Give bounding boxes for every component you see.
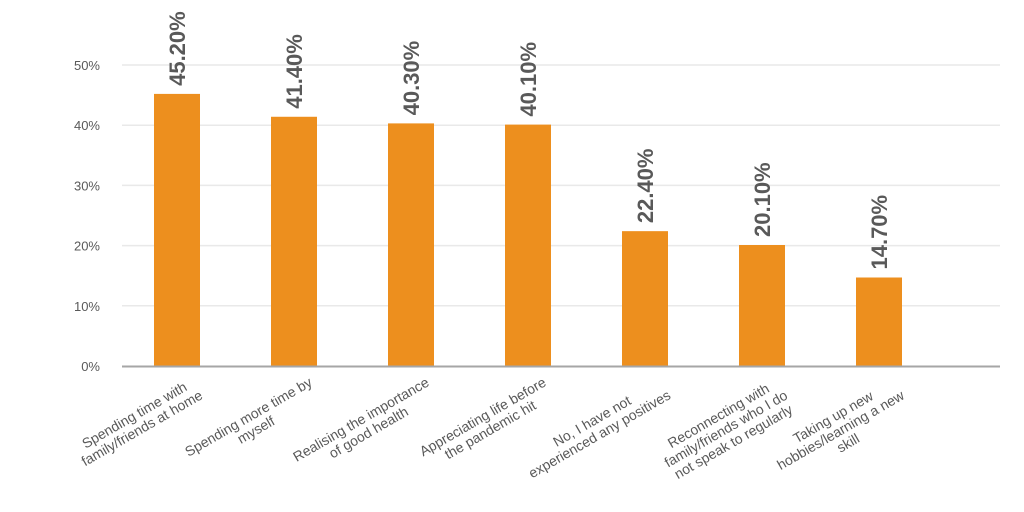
category-label: Reconnecting withfamily/friends who I do…: [654, 374, 798, 484]
y-tick-label: 30%: [74, 178, 100, 193]
bar: [739, 244, 785, 366]
data-label: 22.40%: [633, 149, 658, 224]
bar: [856, 277, 902, 366]
data-label: 41.40%: [282, 34, 307, 109]
data-labels: 45.20% 41.40% 40.30% 40.10% 22.40% 20.10% 14.7…: [165, 11, 892, 269]
y-axis-tick-labels: 0% 10% 20% 30% 40% 50%: [74, 58, 100, 374]
bar: [271, 116, 317, 366]
bar: [505, 124, 551, 367]
category-label: Appreciating life beforethe pandemic hit: [417, 374, 557, 473]
y-tick-label: 10%: [74, 299, 100, 314]
bar: [622, 231, 668, 366]
data-label: 45.20%: [165, 11, 190, 86]
bar: [154, 93, 200, 367]
category-label: Spending time withfamily/friends at home: [71, 374, 205, 469]
bar: [388, 123, 434, 366]
data-label: 20.10%: [750, 162, 775, 237]
bars: [154, 93, 902, 367]
gridlines: [122, 64, 1000, 307]
y-tick-label: 40%: [74, 118, 100, 133]
category-label: Realising the importanceof good health: [290, 374, 439, 478]
category-label-line: experienced any positives: [526, 387, 674, 481]
category-label-line: Appreciating life before: [417, 374, 549, 460]
data-label: 40.10%: [516, 42, 541, 117]
category-label-line: Spending more time by: [182, 374, 315, 460]
data-label: 14.70%: [867, 195, 892, 270]
category-labels: Spending time withfamily/friends at home…: [71, 374, 915, 486]
y-tick-label: 50%: [74, 58, 100, 73]
data-label: 40.30%: [399, 41, 424, 116]
y-tick-label: 0%: [81, 359, 100, 374]
category-label: Taking up newhobbies/learning a newskill: [767, 374, 915, 486]
y-tick-label: 20%: [74, 239, 100, 254]
